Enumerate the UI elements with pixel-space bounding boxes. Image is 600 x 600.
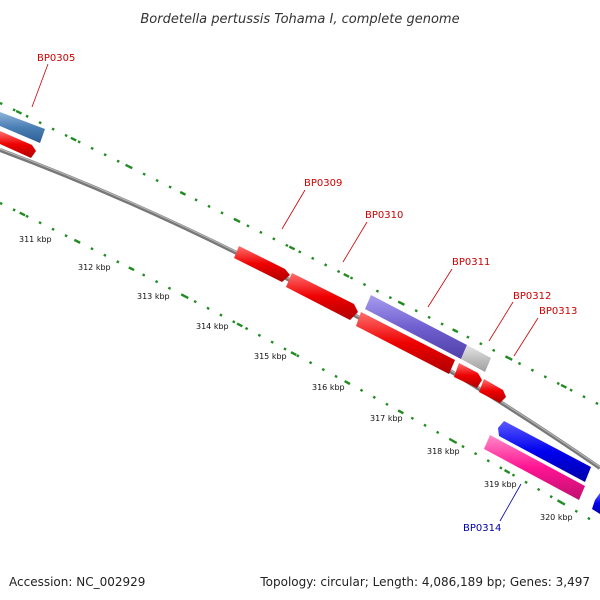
callout-lines	[31, 63, 539, 522]
gene-bp0305-inner-feature[interactable]	[0, 131, 36, 158]
gene-label-bp0309[interactable]: BP0309	[304, 178, 342, 189]
scale-label-317: 317 kbp	[370, 414, 403, 423]
gene-label-bp0312[interactable]: BP0312	[513, 291, 551, 302]
outer-tick-track	[0, 101, 600, 407]
scale-label-318: 318 kbp	[427, 447, 460, 456]
scale-label-312: 312 kbp	[78, 263, 111, 272]
scale-label-320: 320 kbp	[540, 513, 573, 522]
accession-text: Accession: NC_002929	[9, 575, 145, 589]
gene-bp0314-feature[interactable]	[484, 435, 585, 500]
gene-bp0311-feature[interactable]	[365, 295, 467, 359]
gene-label-bp0310[interactable]: BP0310	[365, 210, 403, 221]
scale-label-315: 315 kbp	[254, 352, 287, 361]
gene-bp0309-feature[interactable]	[234, 246, 290, 282]
gene-label-bp0314[interactable]: BP0314	[463, 523, 501, 534]
map-title: Bordetella pertussis Tohama I, complete …	[140, 12, 459, 27]
gene-bp0313-feature[interactable]	[479, 379, 506, 403]
gene-bp0310-feature[interactable]	[286, 273, 358, 320]
gene-bp0310-inner-feature[interactable]	[356, 312, 455, 374]
gene-bp0312-feature[interactable]	[461, 345, 491, 372]
scale-label-313: 313 kbp	[137, 292, 170, 301]
scale-label-314: 314 kbp	[196, 322, 229, 331]
gene-blue-edge-feature[interactable]	[592, 493, 600, 514]
scale-label-311: 311 kbp	[19, 235, 52, 244]
gene-label-bp0313[interactable]: BP0313	[539, 306, 577, 317]
scale-label-316: 316 kbp	[312, 383, 345, 392]
gene-bp0305-feature[interactable]	[0, 112, 45, 143]
scale-label-319: 319 kbp	[484, 480, 517, 489]
gene-bp0312-inner-feature[interactable]	[454, 363, 482, 388]
gene-blue-feature[interactable]	[498, 421, 591, 482]
genome-summary-text: Topology: circular; Length: 4,086,189 bp…	[259, 575, 590, 589]
gene-label-bp0311[interactable]: BP0311	[452, 257, 490, 268]
gene-label-bp0305[interactable]: BP0305	[37, 53, 75, 64]
